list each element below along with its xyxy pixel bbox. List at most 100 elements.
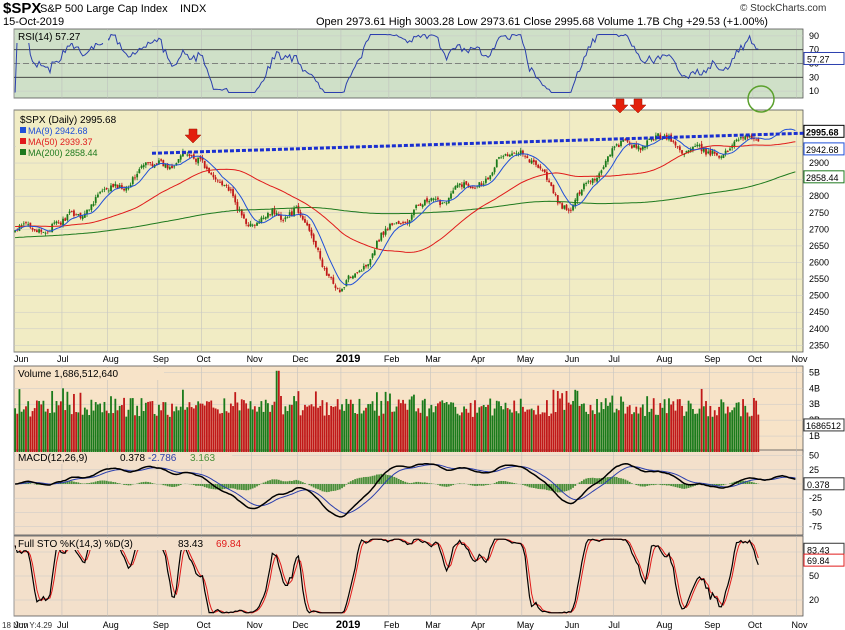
price-candle	[676, 146, 679, 148]
macd-histogram-bar	[397, 478, 400, 484]
volume-bar	[670, 404, 673, 452]
price-candle	[325, 267, 328, 276]
macd-histogram-bar	[212, 484, 215, 490]
macd-histogram-bar	[676, 484, 679, 488]
volume-bar	[371, 401, 374, 452]
volume-bar	[349, 399, 352, 452]
price-candle	[517, 153, 520, 155]
price-candle	[437, 197, 439, 200]
price-candle	[27, 224, 30, 226]
price-candle	[532, 159, 535, 163]
volume-bar	[243, 400, 245, 452]
price-candle	[142, 164, 145, 168]
volume-bar	[489, 398, 492, 452]
macd-histogram-bar	[716, 484, 718, 486]
macd-histogram-bar	[107, 481, 110, 484]
macd-histogram-bar	[147, 481, 149, 484]
price-candle	[421, 204, 424, 208]
volume-bar	[160, 410, 163, 452]
price-candle	[225, 185, 228, 187]
price-candle	[482, 183, 485, 185]
rsi-tick-label: 10	[809, 86, 819, 96]
price-candle	[57, 222, 60, 224]
price-candle	[44, 232, 47, 234]
price-candle	[652, 139, 655, 141]
volume-bar	[304, 404, 306, 452]
price-candle	[360, 270, 363, 272]
price-axis-month-label: Nov	[247, 354, 264, 364]
price-candle	[720, 156, 723, 158]
volume-bar	[312, 406, 315, 452]
volume-bar	[14, 408, 16, 452]
price-candle	[746, 136, 749, 138]
volume-bar	[628, 405, 631, 452]
price-candle	[600, 170, 603, 174]
price-axis-month-label: Feb	[384, 354, 400, 364]
stoch-k-tag-text: 83.43	[807, 545, 830, 555]
price-candle	[107, 190, 110, 192]
price-candle	[541, 170, 544, 171]
volume-bar	[583, 403, 585, 452]
macd-histogram-bar	[336, 484, 339, 491]
price-candle	[103, 189, 106, 191]
price-candle	[415, 205, 418, 209]
volume-bar	[535, 414, 537, 452]
volume-bar	[742, 399, 744, 452]
price-candle	[312, 234, 315, 243]
volume-bar	[336, 399, 339, 452]
price-candle	[175, 163, 178, 165]
price-axis-month-label: Oct	[196, 354, 211, 364]
price-candle	[585, 183, 588, 184]
volume-bar	[79, 392, 82, 452]
price-candle	[674, 141, 677, 146]
macd-histogram-bar	[508, 482, 511, 484]
volume-bar	[347, 403, 350, 452]
price-candle	[118, 185, 121, 188]
volume-bar	[328, 415, 330, 452]
price-candle	[77, 214, 80, 216]
volume-bar	[197, 401, 200, 452]
volume-bar	[700, 388, 703, 452]
macd-histogram-bar	[280, 480, 282, 484]
price-candle	[519, 150, 522, 155]
volume-bar	[153, 414, 156, 452]
price-candle	[304, 219, 306, 223]
price-candle	[460, 184, 463, 187]
volume-bar	[661, 407, 664, 452]
macd-histogram-bar	[476, 484, 479, 486]
price-candle	[147, 162, 149, 164]
volume-bar	[746, 412, 749, 452]
macd-histogram-bar	[68, 481, 71, 484]
price-candle	[81, 216, 84, 220]
price-candle	[434, 198, 437, 200]
volume-bar	[358, 398, 361, 452]
volume-bar	[323, 415, 326, 452]
volume-bar	[179, 406, 182, 452]
macd-histogram-bar	[541, 484, 544, 490]
volume-bar	[199, 403, 202, 452]
price-candle	[391, 223, 394, 225]
price-candle	[158, 160, 160, 164]
volume-bar	[90, 399, 93, 452]
price-candle	[151, 163, 154, 167]
macd-histogram-bar	[341, 484, 343, 489]
volume-bar	[674, 410, 677, 452]
price-candle	[419, 203, 422, 206]
volume-bar	[360, 413, 363, 452]
volume-bar	[631, 414, 633, 452]
macd-histogram-bar	[352, 480, 354, 484]
price-candle	[83, 213, 86, 218]
price-candle	[648, 138, 651, 140]
volume-bar	[589, 404, 592, 452]
volume-bar	[694, 413, 697, 452]
volume-bar	[410, 396, 413, 452]
index-name: S&P 500 Large Cap Index	[40, 3, 168, 15]
macd-histogram-bar	[103, 480, 106, 484]
price-candle	[271, 209, 274, 216]
macd-histogram-bar	[613, 476, 616, 484]
macd-histogram-bar	[552, 484, 555, 492]
macd-histogram-bar	[474, 484, 476, 486]
price-candle	[681, 150, 683, 154]
volume-bar	[624, 413, 627, 452]
